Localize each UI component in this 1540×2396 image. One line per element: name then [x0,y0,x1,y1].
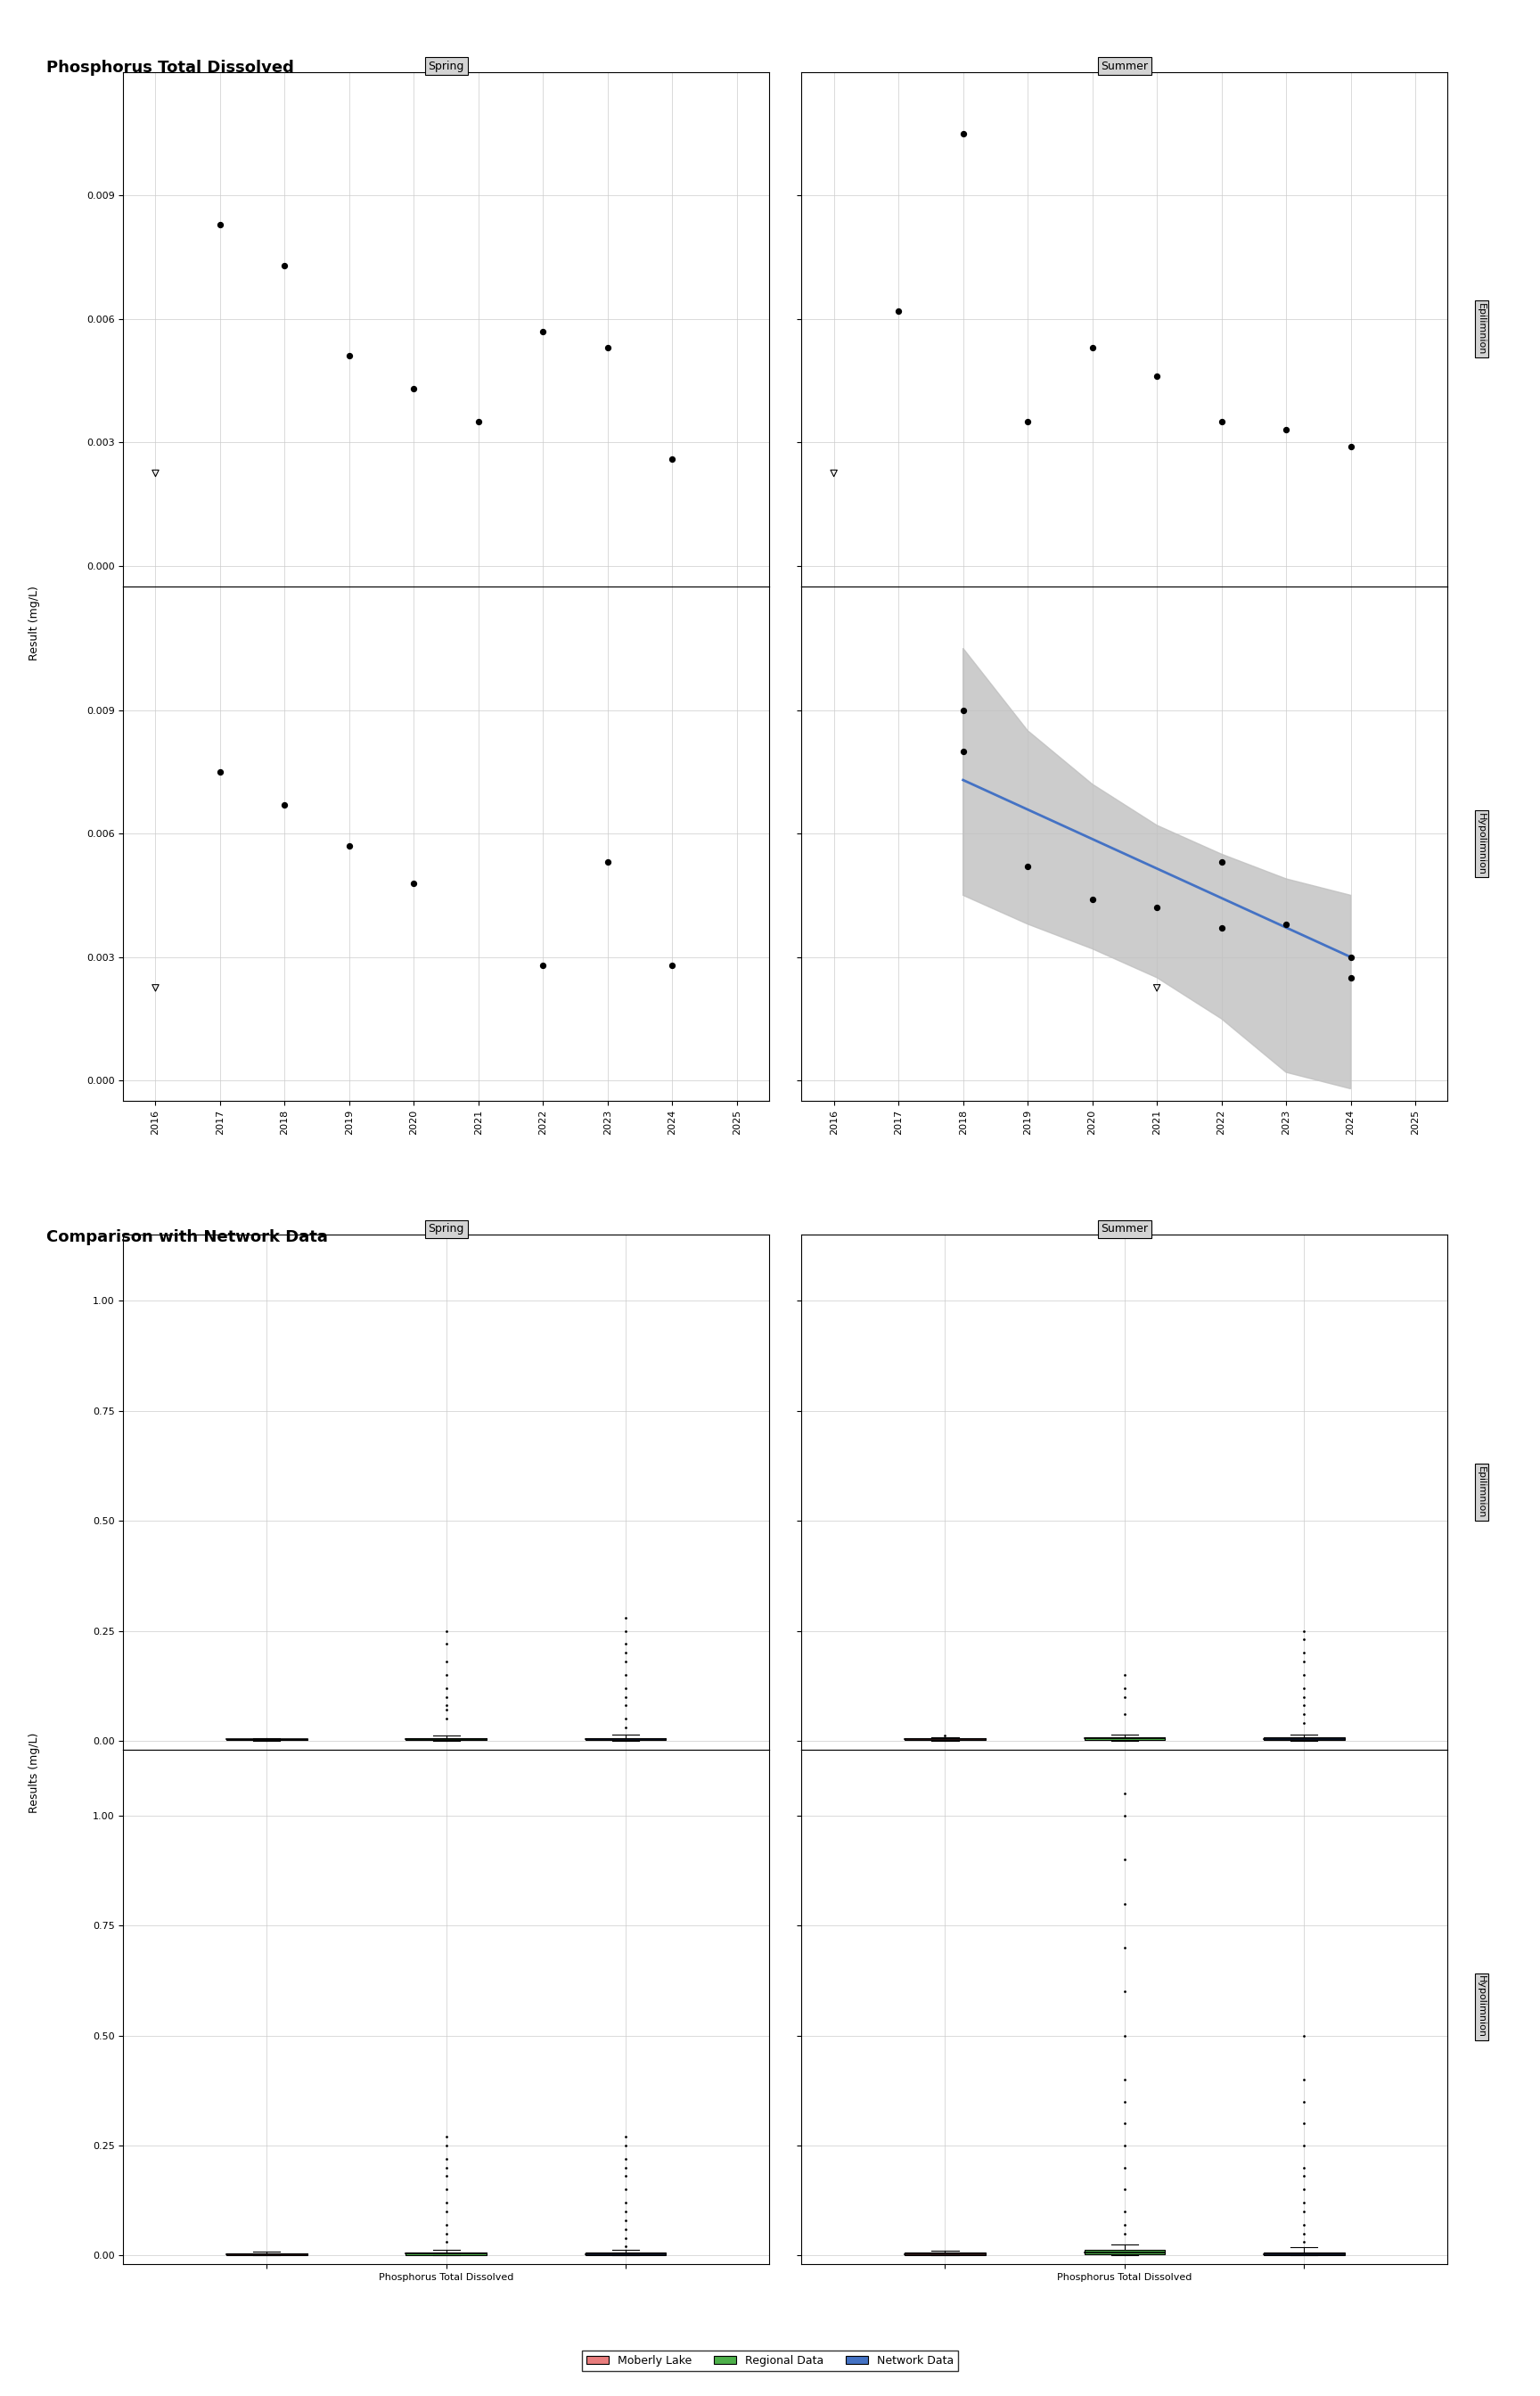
FancyBboxPatch shape [1084,1737,1164,1739]
Point [596,328,621,367]
Point [950,115,975,153]
Point [661,946,685,985]
Point [531,946,556,985]
Point [143,455,168,494]
Text: Comparison with Network Data: Comparison with Network Data [46,1229,328,1246]
Text: Results (mg/L): Results (mg/L) [28,1732,40,1814]
Title: Spring: Spring [428,60,464,72]
Point [273,247,297,285]
Point [1209,908,1234,946]
Text: Hypolimnion: Hypolimnion [1477,812,1486,875]
Point [273,786,297,824]
Point [531,311,556,350]
Point [950,690,975,728]
Point [467,403,491,441]
Point [1015,403,1040,441]
Title: Summer: Summer [1101,1224,1149,1234]
Point [1338,958,1363,997]
Point [402,369,427,407]
Point [208,752,233,791]
Text: Hypolimnion: Hypolimnion [1477,1977,1486,2039]
Point [1144,968,1169,1006]
Point [596,843,621,882]
Point [1080,879,1104,918]
Legend: Moberly Lake, Regional Data, Network Data: Moberly Lake, Regional Data, Network Dat… [582,2350,958,2372]
Point [1209,403,1234,441]
Point [337,338,362,376]
Point [661,441,685,479]
Point [337,827,362,865]
Text: Result (mg/L): Result (mg/L) [28,585,40,661]
Text: Phosphorus Total Dissolved: Phosphorus Total Dissolved [46,60,294,77]
Point [1274,410,1298,448]
Polygon shape [962,649,1351,1088]
Point [1338,937,1363,975]
Point [1209,843,1234,882]
Text: Epilimnion: Epilimnion [1477,304,1486,355]
Point [143,968,168,1006]
Point [1338,426,1363,465]
Point [821,455,845,494]
Point [1274,906,1298,944]
Point [950,733,975,772]
Point [402,865,427,903]
Point [885,292,910,331]
FancyBboxPatch shape [1264,2252,1344,2255]
Point [1080,328,1104,367]
Point [1144,357,1169,395]
Point [1144,889,1169,927]
Title: Spring: Spring [428,1224,464,1234]
Text: Epilimnion: Epilimnion [1477,1466,1486,1519]
FancyBboxPatch shape [1084,2250,1164,2255]
Point [1015,848,1040,887]
Point [208,206,233,244]
FancyBboxPatch shape [1264,1737,1344,1739]
Title: Summer: Summer [1101,60,1149,72]
